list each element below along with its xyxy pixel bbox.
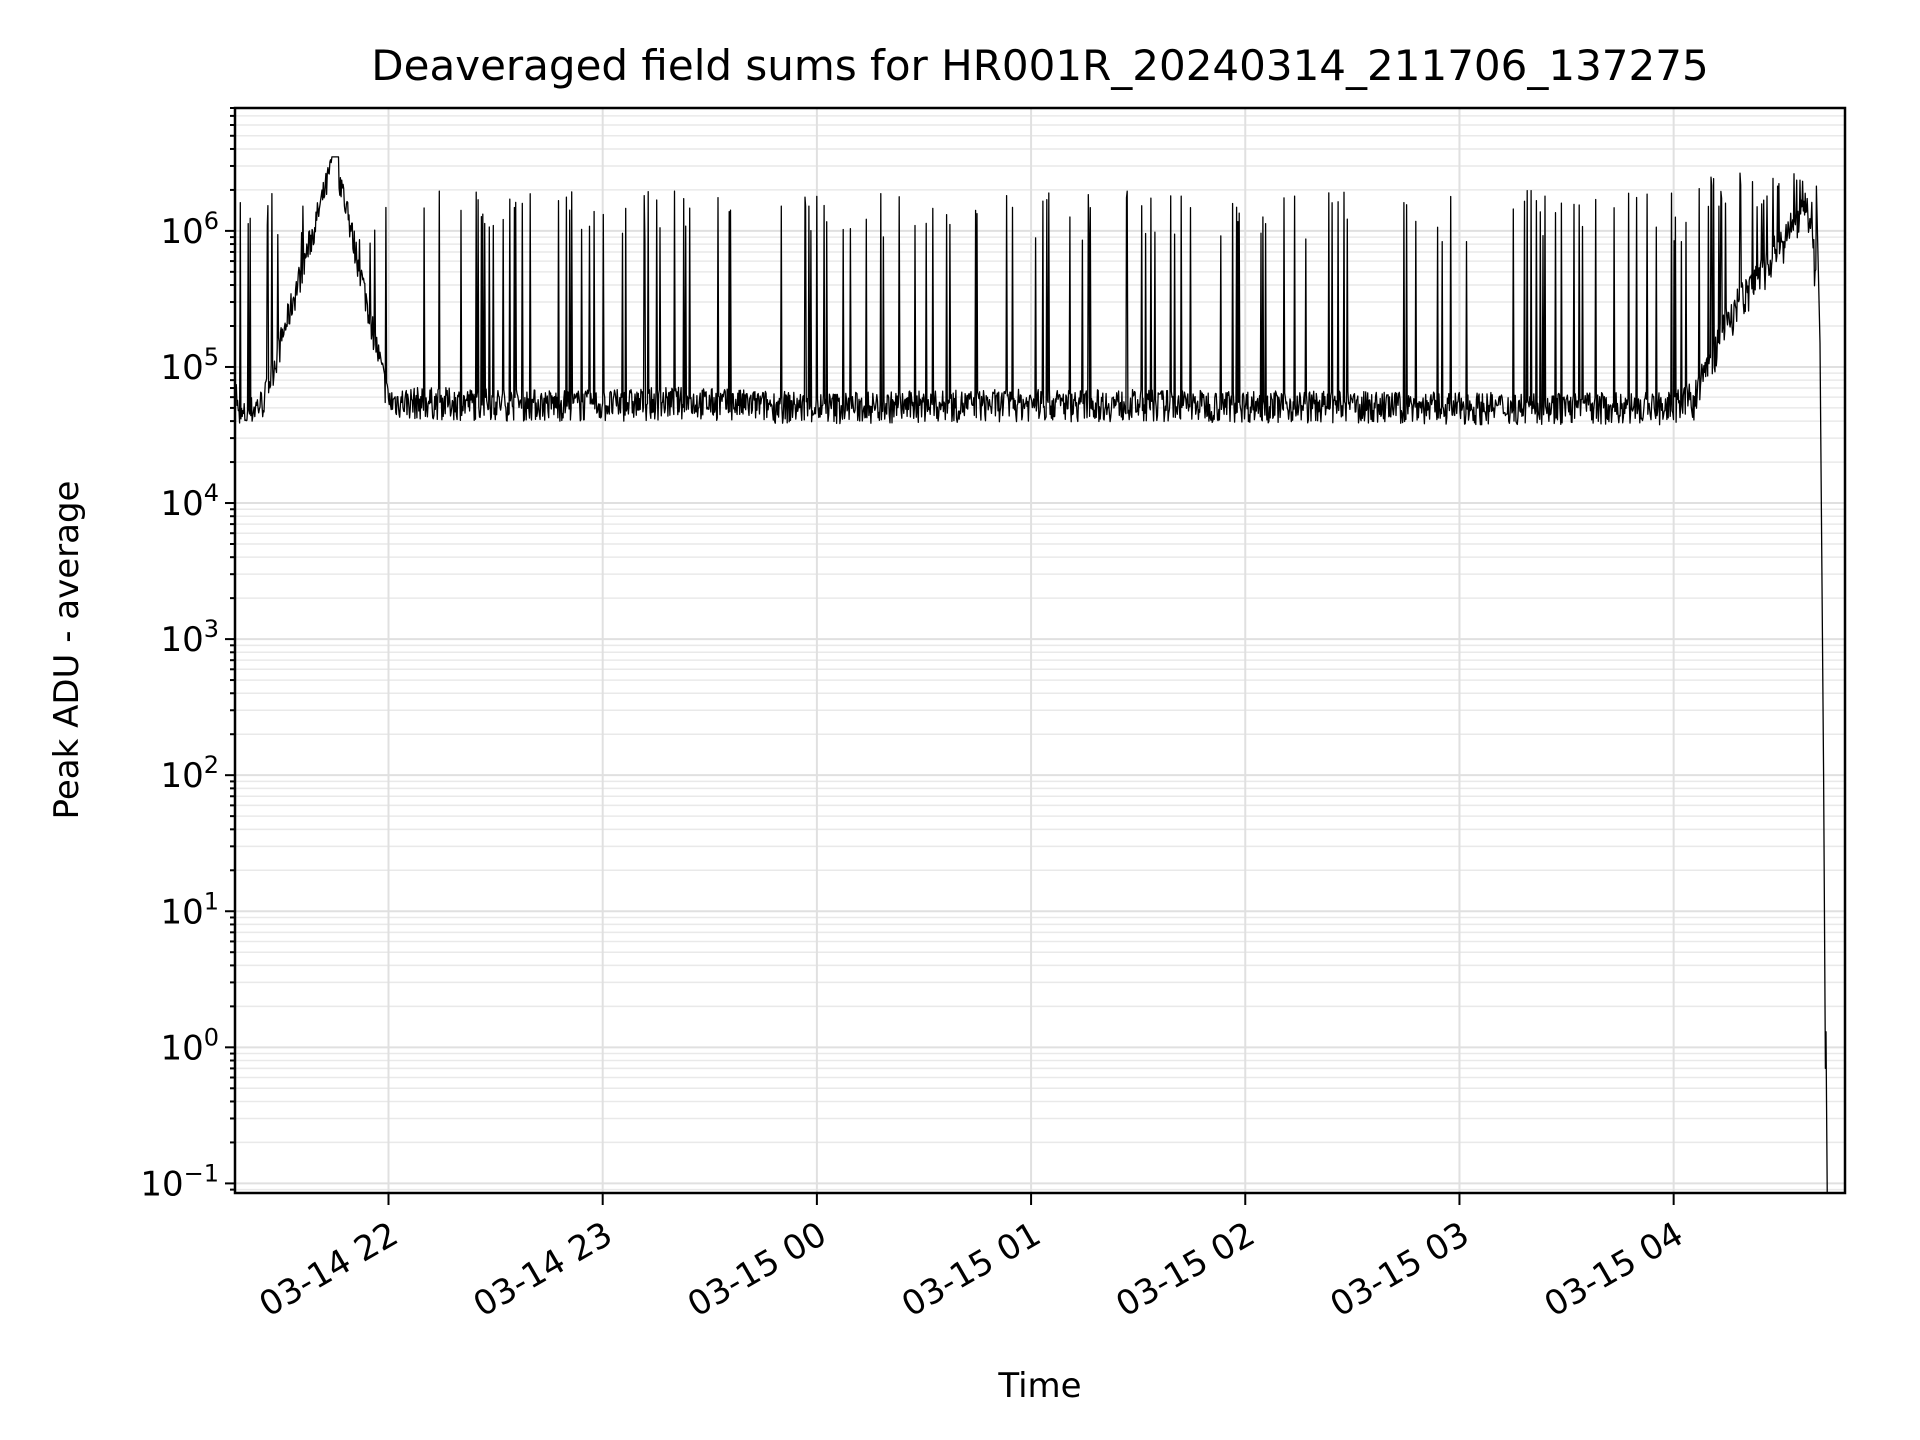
x-tick-label: 03-15 01 — [895, 1214, 1047, 1325]
y-tick-label: 100 — [160, 1023, 219, 1068]
series-path — [234, 156, 1828, 1193]
x-tick-label: 03-14 23 — [467, 1214, 619, 1325]
y-tick-label: 103 — [160, 615, 219, 660]
x-tick-label: 03-14 22 — [253, 1214, 405, 1325]
y-tick-label: 105 — [160, 343, 219, 388]
x-axis-label: Time — [997, 1366, 1081, 1406]
y-tick-label: 106 — [160, 207, 219, 252]
chart-title: Deaveraged field sums for HR001R_2024031… — [371, 41, 1708, 90]
series-line — [234, 156, 1828, 1193]
x-tick-label: 03-15 03 — [1324, 1214, 1476, 1325]
y-axis-label: Peak ADU - average — [47, 481, 87, 820]
y-tick-label: 101 — [160, 887, 219, 932]
y-axis: 10−1 100 101 102 103 104 105 106 — [140, 107, 235, 1204]
x-axis: 03-14 22 03-14 23 03-15 00 03-15 01 03-15 02… — [253, 1193, 1690, 1325]
y-tick-label: 10−1 — [140, 1159, 219, 1204]
x-tick-label: 03-15 02 — [1109, 1214, 1261, 1325]
plot-frame — [233, 106, 1847, 1195]
y-tick-label: 102 — [160, 751, 219, 796]
y-tick-label: 104 — [160, 479, 219, 524]
x-tick-label: 03-15 00 — [681, 1214, 833, 1325]
x-tick-label: 03-15 04 — [1538, 1214, 1690, 1325]
